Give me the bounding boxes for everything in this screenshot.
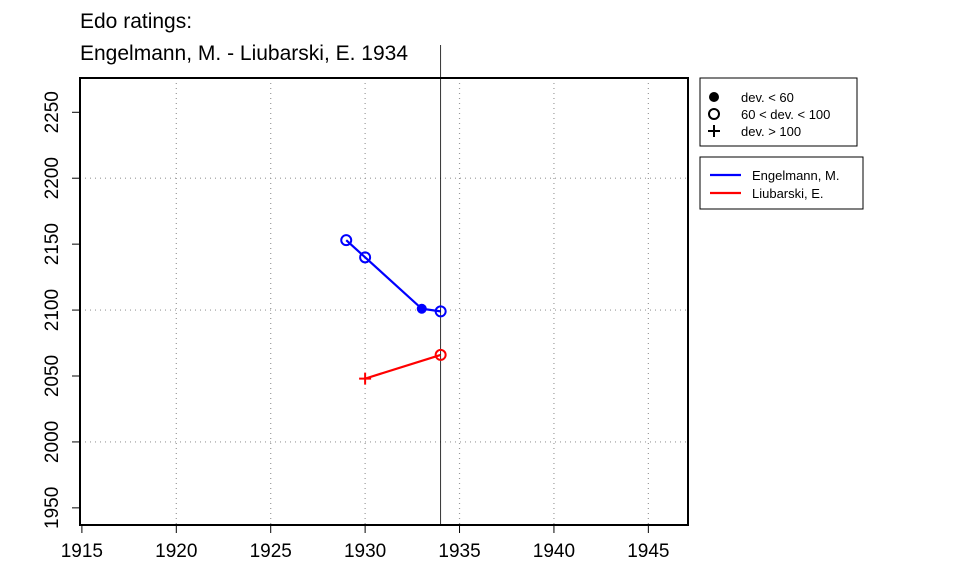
point xyxy=(434,348,447,361)
x-tick-label: 1945 xyxy=(627,541,669,562)
y-tick-label: 2000 xyxy=(42,421,63,463)
x-tick-label: 1940 xyxy=(533,541,575,562)
plot-frame xyxy=(79,77,689,526)
chart-subtitle: Engelmann, M. - Liubarski, E. 1934 xyxy=(80,42,408,65)
y-tick-label: 2100 xyxy=(42,289,63,331)
series-line xyxy=(364,353,441,380)
legend-label: Engelmann, M. xyxy=(752,168,839,183)
y-tick-label: 1950 xyxy=(42,487,63,529)
legend-label: 60 < dev. < 100 xyxy=(741,107,830,122)
point xyxy=(434,305,447,318)
point xyxy=(416,303,427,314)
x-tick-label: 1925 xyxy=(250,541,292,562)
point xyxy=(359,372,372,385)
legend-marker xyxy=(709,92,719,102)
point xyxy=(359,251,372,264)
legend-label: dev. > 100 xyxy=(741,124,801,139)
y-tick-label: 2250 xyxy=(42,91,63,133)
y-tick-label: 2050 xyxy=(42,355,63,397)
x-tick-label: 1930 xyxy=(344,541,386,562)
x-tick-label: 1920 xyxy=(155,541,197,562)
legend-marker xyxy=(708,108,720,120)
legend-marker xyxy=(708,125,720,137)
y-tick-label: 2200 xyxy=(42,157,63,199)
y-tick-label: 2150 xyxy=(42,223,63,265)
series-line xyxy=(345,239,441,313)
chart-title: Edo ratings: xyxy=(80,10,192,33)
legend-label: dev. < 60 xyxy=(741,90,794,105)
legend-box xyxy=(699,156,864,210)
legend-label: Liubarski, E. xyxy=(752,186,824,201)
point xyxy=(340,234,353,247)
x-tick-label: 1935 xyxy=(438,541,480,562)
x-tick-label: 1915 xyxy=(61,541,103,562)
legend-box xyxy=(699,77,858,147)
